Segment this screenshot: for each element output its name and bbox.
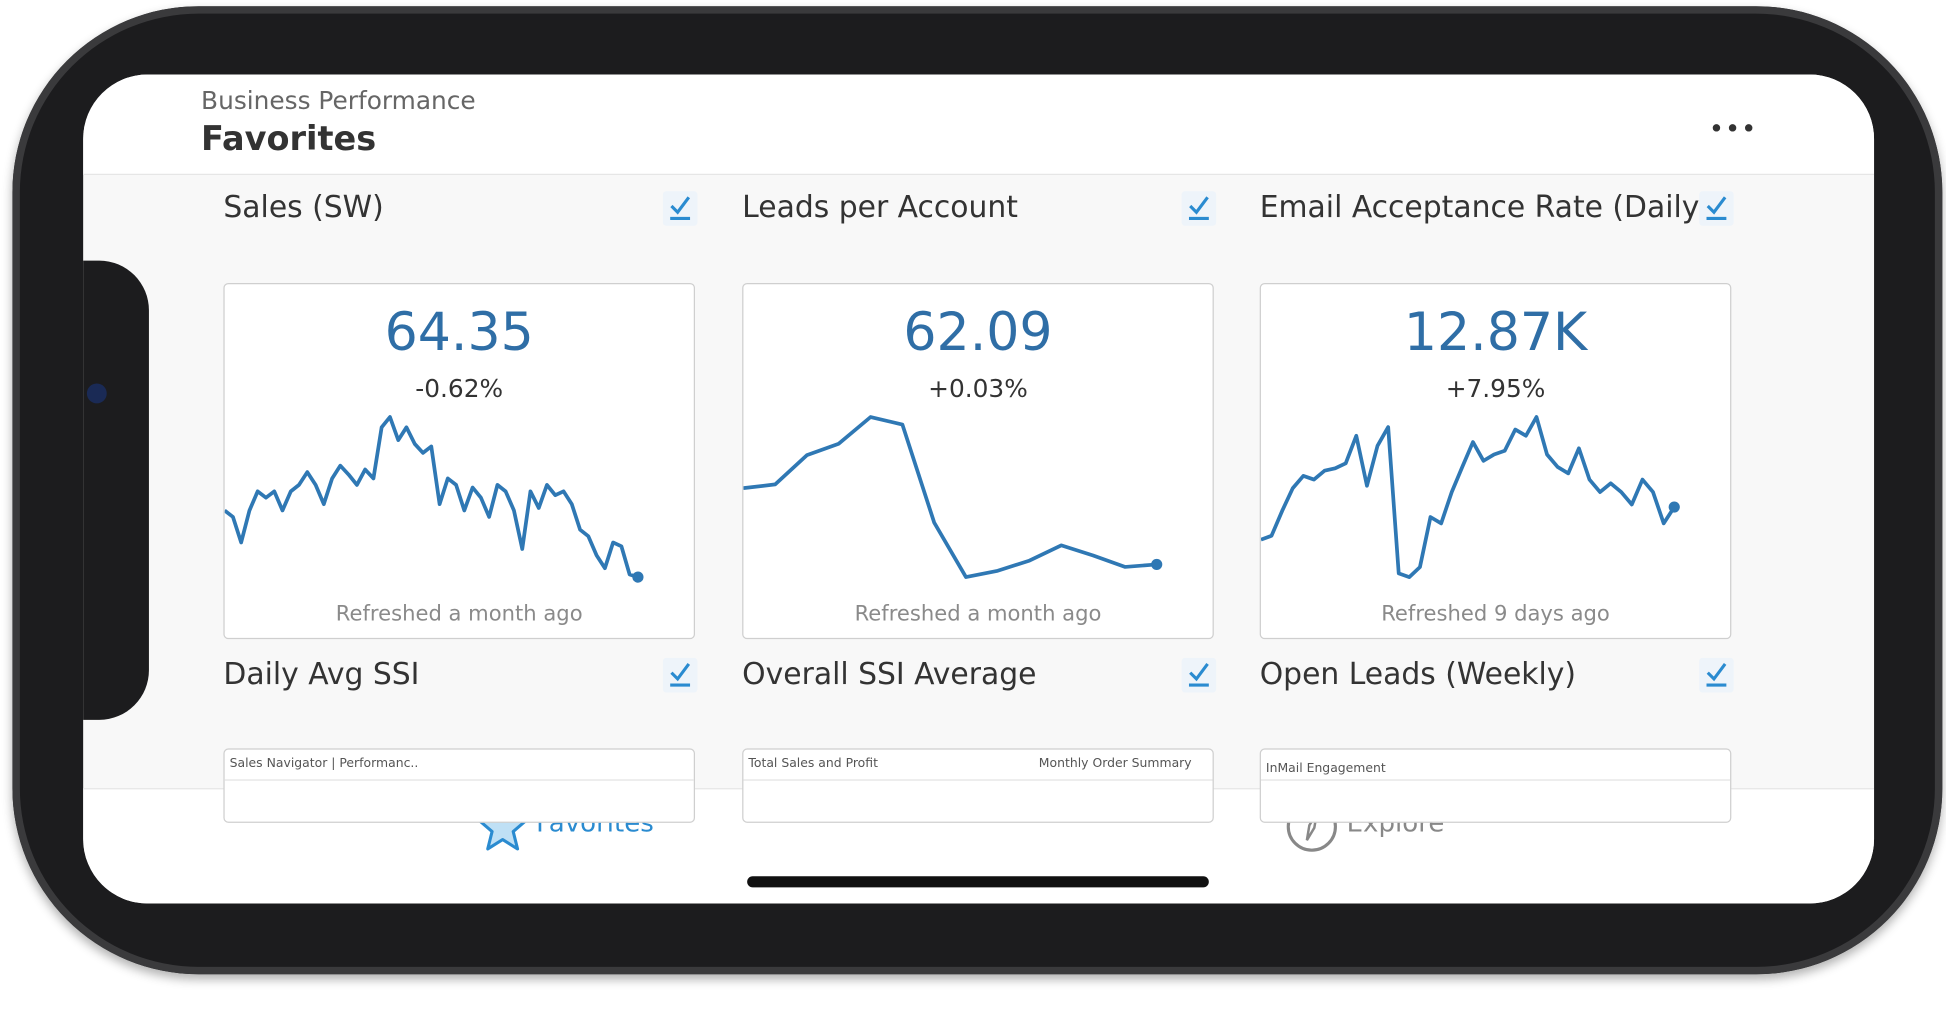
favorite-toggle[interactable] — [662, 657, 698, 693]
notch — [83, 260, 149, 720]
check-icon — [1189, 196, 1209, 215]
sparkline — [1260, 415, 1680, 579]
card-title[interactable]: Leads per Account — [742, 189, 1018, 225]
screen: Business Performance Favorites Favorites… — [83, 74, 1875, 904]
sparkline — [743, 415, 1163, 579]
thumbnail-rule — [1260, 779, 1731, 781]
dashboard-thumbnail[interactable]: InMail Engagement — [1259, 748, 1732, 823]
metric-card[interactable]: 12.87K +7.95% Refreshed 9 days ago — [1259, 282, 1732, 640]
trend-line — [1260, 415, 1676, 579]
metric-change: +0.03% — [928, 373, 1028, 404]
card-title[interactable]: Overall SSI Average — [742, 656, 1037, 692]
refreshed-text: Refreshed a month ago — [854, 601, 1102, 627]
check-icon — [1189, 663, 1209, 682]
metric-value: 64.35 — [384, 301, 534, 363]
trend-end-dot — [1668, 501, 1680, 513]
refreshed-text: Refreshed a month ago — [335, 601, 583, 627]
favorite-toggle[interactable] — [662, 191, 698, 226]
card-title[interactable]: Sales (SW) — [223, 189, 384, 225]
thumbnail-caption: Monthly Order Summary — [1038, 757, 1192, 771]
check-icon — [1706, 663, 1727, 682]
refreshed-text: Refreshed 9 days ago — [1381, 601, 1610, 627]
favorite-toggle[interactable] — [1181, 191, 1217, 226]
thumbnail-caption: InMail Engagement — [1265, 762, 1386, 776]
trend-end-dot — [632, 571, 644, 583]
card-title[interactable]: Email Acceptance Rate (Daily) — [1259, 189, 1712, 225]
home-indicator — [747, 876, 1209, 888]
thumbnail-caption: Total Sales and Profit — [748, 757, 878, 771]
check-icon — [1706, 196, 1727, 215]
dashboard-thumbnail[interactable]: Total Sales and Profit Monthly Order Summ… — [742, 748, 1214, 823]
thumbnail-rule — [743, 779, 1213, 781]
header-subtitle: Business Performance — [201, 85, 476, 116]
card-title[interactable]: Open Leads (Weekly) — [1259, 656, 1577, 692]
metric-change: -0.62% — [415, 373, 504, 404]
dashboard-thumbnail[interactable]: Sales Navigator | Performanc.. — [223, 748, 696, 823]
header: Business Performance Favorites — [83, 74, 1875, 175]
check-icon — [670, 663, 691, 682]
header-title: Favorites — [201, 120, 377, 159]
thumbnail-rule — [224, 779, 694, 781]
metric-card[interactable]: 62.09 +0.03% Refreshed a month ago — [742, 282, 1214, 640]
favorite-toggle[interactable] — [1699, 657, 1734, 693]
favorite-toggle[interactable] — [1699, 191, 1734, 226]
metric-value: 62.09 — [903, 301, 1053, 363]
metric-card[interactable]: 64.35 -0.62% Refreshed a month ago — [223, 282, 696, 640]
thumbnail-caption: Sales Navigator | Performanc.. — [229, 757, 419, 771]
trend-line — [224, 415, 639, 579]
metric-value: 12.87K — [1403, 301, 1588, 363]
sparkline — [224, 415, 644, 583]
check-icon — [670, 196, 691, 215]
trend-end-dot — [1151, 558, 1163, 570]
camera — [86, 383, 107, 404]
trend-line — [743, 415, 1157, 579]
favorite-toggle[interactable] — [1181, 657, 1217, 693]
metric-change: +7.95% — [1445, 373, 1546, 404]
card-title[interactable]: Daily Avg SSI — [223, 656, 420, 692]
more-button[interactable] — [1711, 122, 1753, 134]
